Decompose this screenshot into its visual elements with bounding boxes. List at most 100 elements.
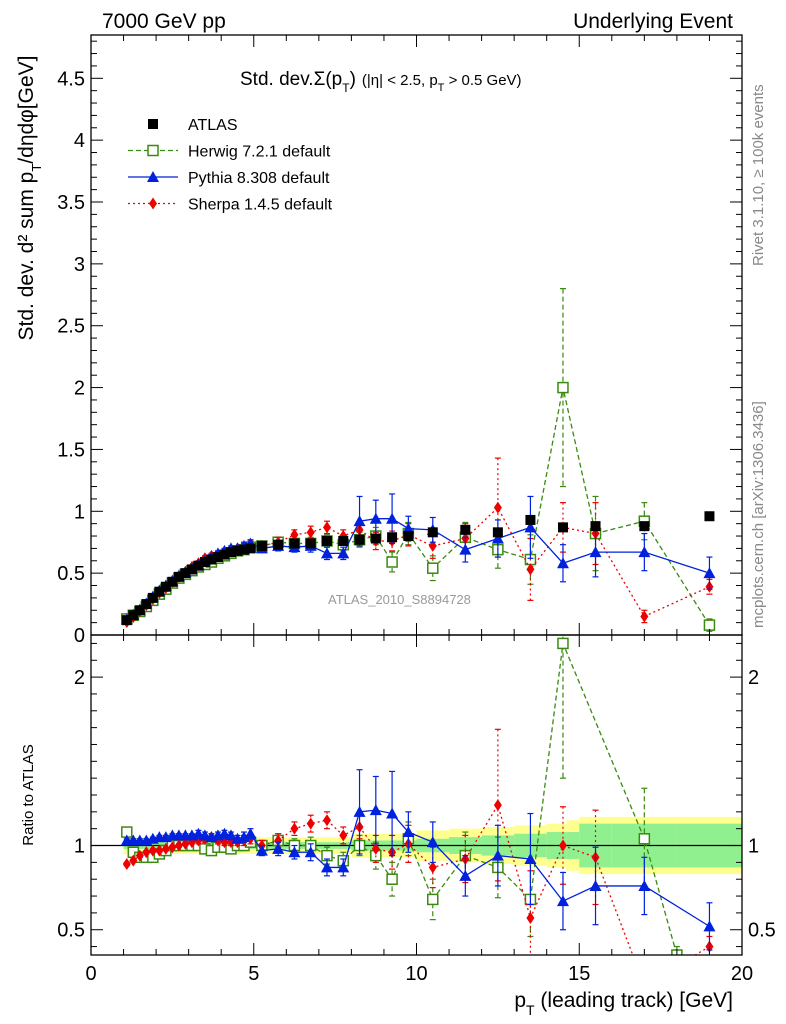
atlas-point <box>219 549 230 560</box>
atlas-point <box>245 543 256 554</box>
pythia-point <box>320 547 333 559</box>
header-left: 7000 GeV pp <box>102 10 226 33</box>
atlas-point <box>387 532 398 543</box>
herwig-point <box>638 833 651 845</box>
sherpa-point <box>371 842 380 855</box>
herwig-line <box>126 387 711 626</box>
pythia-point <box>556 895 569 907</box>
atlas-point <box>338 535 349 546</box>
pythia-point <box>353 805 366 817</box>
atlas-point <box>590 521 601 532</box>
atlas-point <box>154 586 165 597</box>
ratio-y-tick-label: 2 <box>74 667 85 689</box>
main-y-tick-label: 1.5 <box>57 439 85 461</box>
pythia-point <box>353 515 366 527</box>
sherpa-point <box>290 528 299 541</box>
main-title: Std. dev.Σ(pT) (|η| < 2.5, pT > 0.5 GeV) <box>240 69 522 95</box>
pythia-point <box>304 846 317 858</box>
pythia-point <box>320 861 333 873</box>
legend-sherpa-marker <box>149 197 157 210</box>
atlas-point <box>121 615 132 626</box>
ratio-y-tick-label-right: 0.5 <box>748 920 776 942</box>
header-right: Underlying Event <box>573 10 733 33</box>
sherpa-point <box>135 849 144 862</box>
atlas-point <box>403 531 414 542</box>
x-tick-label: 5 <box>248 963 259 985</box>
atlas-point <box>232 545 243 556</box>
pythia-point <box>288 846 301 858</box>
atlas-point <box>199 557 210 568</box>
atlas-point <box>128 610 139 621</box>
pythia-point <box>703 567 716 579</box>
pythia-point <box>556 557 569 569</box>
atlas-point <box>141 599 152 610</box>
atlas-point <box>557 522 568 533</box>
sherpa-point <box>493 501 502 514</box>
pythia-point <box>386 512 399 524</box>
pythia-point <box>589 546 602 558</box>
sherpa-point <box>493 799 502 812</box>
atlas-point <box>321 535 332 546</box>
sherpa-point <box>129 854 138 867</box>
atlas-point <box>167 576 178 587</box>
atlas-point <box>256 540 267 551</box>
pythia-point <box>224 829 237 841</box>
side-label-rivet: Rivet 3.1.10, ≥ 100k events <box>750 84 767 266</box>
atlas-point <box>238 544 249 555</box>
sherpa-point <box>274 834 283 847</box>
sherpa-point <box>161 842 170 855</box>
atlas-point <box>186 564 197 575</box>
sherpa-point <box>428 539 437 552</box>
herwig-point <box>386 873 398 885</box>
sherpa-point <box>339 829 348 842</box>
atlas-point <box>173 571 184 582</box>
atlas-point <box>305 538 316 549</box>
atlas-point <box>492 527 503 538</box>
pythia-point <box>337 547 350 559</box>
ratio-panel <box>90 634 743 956</box>
atlas-point <box>460 524 471 535</box>
atlas-point <box>289 538 300 549</box>
main-y-tick-label: 0.5 <box>57 563 85 585</box>
x-tick-label: 10 <box>405 963 427 985</box>
pythia-point <box>703 920 716 932</box>
sherpa-point <box>181 837 190 850</box>
legend-herwig-marker <box>147 144 159 157</box>
pythia-point <box>491 532 504 544</box>
herwig-point <box>427 562 439 574</box>
pythia-point <box>244 827 257 839</box>
main-y-tick-label: 0 <box>74 625 85 647</box>
main-y-tick-label: 1 <box>74 501 85 523</box>
pythia-point <box>524 853 537 864</box>
ratio-y-tick-label-right: 2 <box>748 667 759 689</box>
pythia-point <box>638 546 651 558</box>
pythia-point <box>402 826 415 838</box>
x-tick-label: 0 <box>85 963 96 985</box>
atlas-point <box>160 581 171 592</box>
sherpa-point <box>168 841 177 854</box>
herwig-point <box>557 381 569 394</box>
atlas-point <box>147 592 158 603</box>
side-label-mcplots: mcplots.cern.ch [arXiv:1306.3436] <box>750 401 767 628</box>
sherpa-point <box>306 526 315 539</box>
sherpa-point <box>155 844 164 857</box>
legend: ATLAS Herwig 7.2.1 default Pythia 8.308 de… <box>128 117 333 214</box>
herwig-line <box>126 640 678 955</box>
sherpa-point <box>174 839 183 852</box>
pythia-point <box>369 512 382 524</box>
main-y-tick-label: 3.5 <box>57 192 85 214</box>
sherpa-point <box>526 911 535 924</box>
pythia-point <box>638 879 651 891</box>
sherpa-point <box>322 521 331 534</box>
atlas-point <box>704 511 715 522</box>
ratio-y-tick-label: 1 <box>74 836 85 858</box>
legend-sherpa-label: Sherpa 1.4.5 default <box>188 197 333 214</box>
herwig-point <box>386 556 398 568</box>
herwig-point <box>703 619 716 631</box>
legend-herwig-label: Herwig 7.2.1 default <box>188 144 331 161</box>
pythia-point <box>337 861 350 873</box>
pythia-point <box>237 831 250 843</box>
main-y-tick-label: 3 <box>74 254 85 276</box>
sherpa-point <box>526 563 535 576</box>
